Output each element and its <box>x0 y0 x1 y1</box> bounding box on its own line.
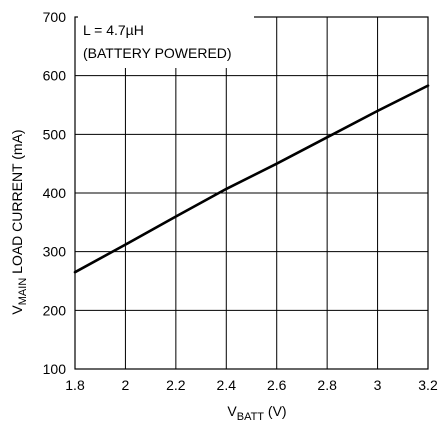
x-axis-label: VBATT (V) <box>227 403 286 423</box>
x-tick-label: 2.4 <box>217 377 237 393</box>
y-tick-label: 500 <box>43 126 67 142</box>
x-tick-labels: 1.8 2 2.2 2.4 2.6 2.8 3 3.2 <box>65 377 438 393</box>
x-tick-label: 2.6 <box>267 377 287 393</box>
x-tick-label: 3.2 <box>418 377 438 393</box>
y-tick-label: 200 <box>43 302 67 318</box>
x-tick-label: 1.8 <box>65 377 85 393</box>
x-axis-label-sub: BATT <box>237 411 265 423</box>
y-tick-label: 300 <box>43 244 67 260</box>
gridlines <box>75 17 428 369</box>
x-tick-label: 2.2 <box>166 377 186 393</box>
y-tick-label: 100 <box>43 361 67 377</box>
y-tick-label: 600 <box>43 68 67 84</box>
y-tick-label: 700 <box>43 9 67 25</box>
x-axis-label-main: V <box>227 403 237 419</box>
annotation-line-2: (BATTERY POWERED) <box>83 45 232 61</box>
annotation-box <box>78 16 254 68</box>
y-axis-label-main: V <box>9 305 25 315</box>
y-axis-label-sub: MAIN <box>17 278 29 306</box>
annotation-line-1: L = 4.7µH <box>83 22 144 38</box>
y-tick-labels: 100 200 300 400 500 600 700 <box>43 9 67 377</box>
y-axis-label: VMAIN LOAD CURRENT (mA) <box>9 129 29 314</box>
x-axis-label-suffix: (V) <box>264 403 287 419</box>
y-axis-label-suffix: LOAD CURRENT (mA) <box>9 129 25 277</box>
series-group <box>73 84 430 274</box>
y-tick-label: 400 <box>43 185 67 201</box>
x-tick-label: 2 <box>122 377 130 393</box>
x-tick-label: 2.8 <box>317 377 337 393</box>
series-line <box>73 84 430 274</box>
x-tick-label: 3 <box>374 377 382 393</box>
